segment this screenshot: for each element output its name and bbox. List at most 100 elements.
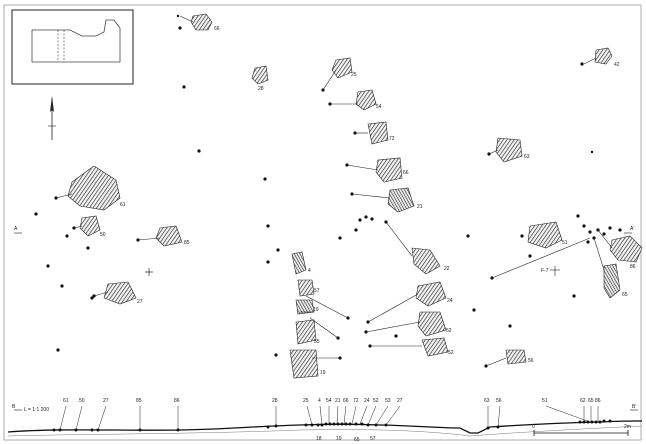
find-point <box>472 308 476 312</box>
artifact-plan <box>331 57 353 79</box>
artifact-plan <box>291 251 307 275</box>
find-label: 22 <box>444 266 450 272</box>
section-label: 63 <box>484 398 490 404</box>
section-label: 4 <box>318 398 321 404</box>
find-label: 66 <box>403 170 409 176</box>
find-label: 54 <box>376 104 382 110</box>
find-point <box>34 212 38 216</box>
section-label: 52 <box>373 398 379 404</box>
artifact-plan <box>79 215 101 237</box>
section-label: 56 <box>496 398 502 404</box>
svg-text:F-7: F-7 <box>541 268 549 274</box>
find-point <box>56 348 60 352</box>
find-point <box>354 228 358 232</box>
section-label: 62 <box>580 398 586 404</box>
find-point <box>182 85 186 89</box>
find-label: 66 <box>214 26 220 32</box>
scale-text: L = 1:1 200 <box>24 407 49 413</box>
find-point <box>274 353 278 357</box>
artifact-plan <box>375 157 403 183</box>
find-point <box>266 260 270 264</box>
scale-end: 2m <box>624 424 631 430</box>
section-label: 28 <box>272 398 278 404</box>
artifact-plan <box>289 349 319 379</box>
artifact-plan <box>495 137 523 163</box>
find-point <box>582 224 586 228</box>
section-label: 50 <box>79 398 85 404</box>
find-label: 61 <box>120 202 126 208</box>
find-label: 65 <box>622 292 628 298</box>
find-point <box>266 224 270 228</box>
find-label: 86 <box>630 264 636 270</box>
find-label: 55 <box>314 339 320 345</box>
scale-start: 0 <box>532 424 535 430</box>
section-line-a-marker: A A' <box>14 226 634 234</box>
find-label: 19 <box>313 307 319 313</box>
find-point <box>197 149 201 153</box>
find-label: 52 <box>446 328 452 334</box>
find-point <box>178 26 182 30</box>
find-label: 27 <box>137 299 143 305</box>
artifact-plan <box>155 225 183 247</box>
marker-a-left: A <box>14 226 18 232</box>
find-point <box>572 294 576 298</box>
section-label: 27 <box>397 398 403 404</box>
find-point <box>263 177 267 181</box>
find-label: 42 <box>614 62 620 68</box>
find-point <box>276 248 280 252</box>
find-point <box>586 240 590 244</box>
find-point <box>338 236 342 240</box>
leader-lines <box>55 15 613 367</box>
section-label: 51 <box>542 398 548 404</box>
find-point <box>358 218 362 222</box>
artifact-plan <box>367 121 389 145</box>
section-label: 21 <box>335 398 341 404</box>
section-label: 19 <box>336 436 342 442</box>
find-point <box>588 230 592 234</box>
find-label: 19 <box>320 370 326 376</box>
section-label: 25 <box>303 398 309 404</box>
find-label: 56 <box>528 358 534 364</box>
find-point <box>46 264 50 268</box>
find-point <box>580 62 584 66</box>
marker-a-right: A' <box>630 226 634 232</box>
find-label: 51 <box>562 240 568 246</box>
artifact-plan <box>421 337 449 357</box>
find-label: 57 <box>314 288 320 294</box>
locator-inset <box>11 9 134 85</box>
artifact-plan <box>417 311 447 337</box>
artifact-plan <box>415 281 447 307</box>
feature-marker: F-7 <box>541 266 560 276</box>
section-label: 85 <box>136 398 142 404</box>
find-point <box>60 284 64 288</box>
grid-cross-icon <box>145 268 153 276</box>
find-point <box>528 254 532 258</box>
artifact-plan <box>411 247 441 275</box>
section-label: 53 <box>385 398 391 404</box>
artifact-plan <box>387 187 415 213</box>
section-label: 86 <box>174 398 180 404</box>
section-label: 66 <box>343 398 349 404</box>
artifact-plans <box>67 13 643 379</box>
find-label: 24 <box>447 298 453 304</box>
find-point <box>176 14 180 18</box>
find-point <box>576 214 580 218</box>
artifact-plan <box>505 349 527 365</box>
find-label: 4 <box>308 268 311 274</box>
find-point <box>394 334 398 338</box>
section-label: 65 <box>588 398 594 404</box>
artifact-plan <box>297 279 315 297</box>
section-label: 18 <box>316 436 322 442</box>
find-point <box>466 234 470 238</box>
artifact-plan <box>609 235 643 263</box>
artifact-plan <box>103 281 137 305</box>
find-label: 28 <box>258 86 264 92</box>
find-label: 21 <box>417 204 423 210</box>
find-point <box>86 246 90 250</box>
find-point <box>508 324 512 328</box>
find-label: 52 <box>448 350 454 356</box>
find-label: 25 <box>351 72 357 78</box>
section-label: 57 <box>370 436 376 442</box>
north-arrow-icon <box>48 96 56 140</box>
artifact-plan <box>603 263 621 299</box>
